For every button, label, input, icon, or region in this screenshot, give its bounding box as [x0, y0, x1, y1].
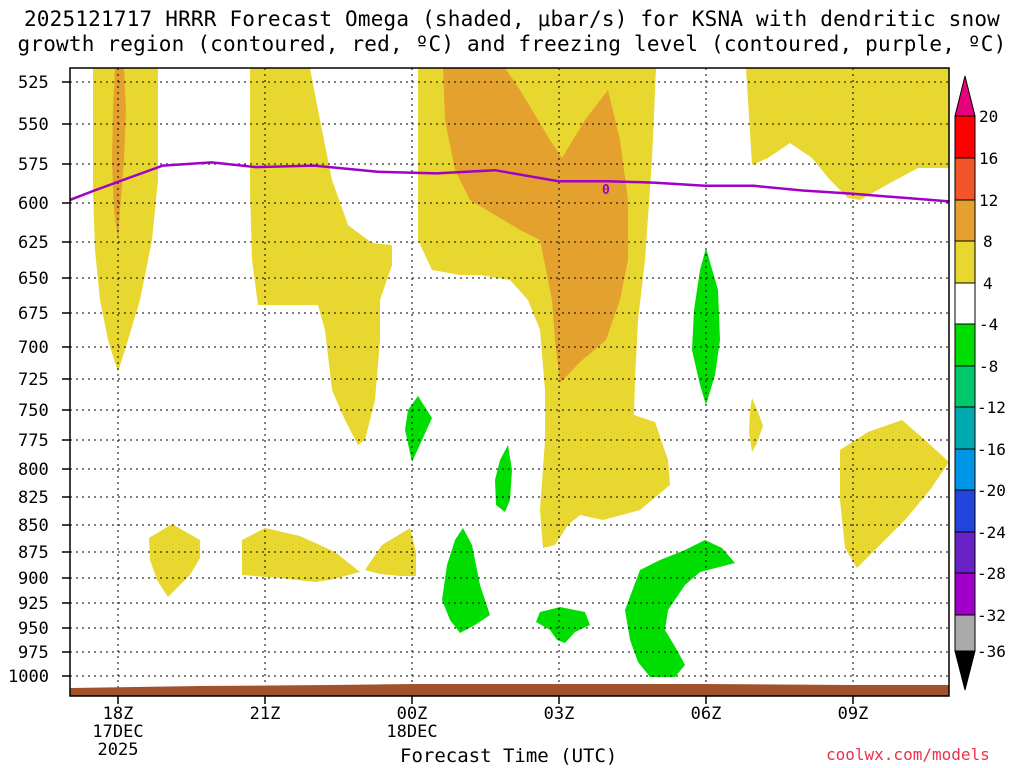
colorbar-label: -20: [977, 481, 1006, 500]
colorbar-swatch: [954, 199, 976, 242]
omega-region-green-05z-low: [625, 540, 735, 677]
y-tick-label: 750: [18, 401, 49, 421]
x-tick-label: 09Z: [838, 704, 869, 724]
y-tick-label: 600: [18, 194, 49, 214]
y-axis: 525 550 575 600 625 650 675 700 725 750 …: [8, 73, 70, 687]
y-tick-label: 700: [18, 338, 49, 358]
y-tick-label: 925: [18, 594, 49, 614]
colorbar-bottom-triangle: [954, 650, 976, 691]
y-tick-label: 1000: [8, 667, 49, 687]
credit-text[interactable]: coolwx.com/models: [826, 745, 990, 764]
plot-area: [70, 68, 949, 696]
x-tick-sublabel: 17DEC: [92, 722, 143, 742]
colorbar-label: 4: [983, 274, 993, 293]
omega-region-orange-02z: [443, 68, 628, 383]
colorbar-label: -36: [977, 642, 1006, 661]
x-axis: 18Z 17DEC 2025 21Z 00Z 18DEC 03Z 06Z 09Z: [92, 696, 868, 760]
y-tick-label: 850: [18, 516, 49, 536]
colorbar-swatch: [954, 489, 976, 533]
colorbar: 20 16 12 8 4 -4 -8 -12 -16 -20 -24 -28 -…: [954, 75, 1006, 691]
y-tick-label: 800: [18, 460, 49, 480]
y-tick-label: 900: [18, 569, 49, 589]
colorbar-label: 8: [983, 232, 993, 251]
colorbar-top-triangle: [954, 75, 976, 117]
colorbar-label: -28: [977, 564, 1006, 583]
y-tick-label: 525: [18, 73, 49, 93]
colorbar-swatch: [954, 282, 976, 325]
omega-region-yellow-21z: [250, 68, 392, 445]
ground-surface: [70, 684, 949, 696]
colorbar-label: -24: [977, 523, 1006, 542]
x-tick-label: 21Z: [250, 704, 281, 724]
colorbar-label: 16: [979, 149, 998, 168]
omega-region-green-02z: [495, 445, 512, 512]
colorbar-swatch: [954, 115, 976, 159]
omega-region-yellow-18z: [93, 68, 158, 372]
y-tick-label: 725: [18, 370, 49, 390]
colorbar-label: -4: [979, 315, 998, 334]
colorbar-label: 12: [979, 191, 998, 210]
colorbar-swatch: [954, 406, 976, 450]
y-tick-label: 825: [18, 488, 49, 508]
y-tick-label: 975: [18, 643, 49, 663]
x-tick-label: 00Z: [397, 704, 428, 724]
colorbar-swatch: [954, 323, 976, 367]
colorbar-label: 20: [979, 107, 998, 126]
y-tick-label: 550: [18, 115, 49, 135]
colorbar-label: -16: [977, 440, 1006, 459]
freezing-level-contour-label: 0: [602, 183, 610, 198]
plot-frame: [69, 67, 950, 697]
omega-region-yellow-small-05z: [749, 398, 763, 452]
colorbar-swatch: [954, 240, 976, 284]
omega-region-yellow-low-c: [365, 528, 416, 576]
y-tick-label: 775: [18, 431, 49, 451]
colorbar-label: -32: [977, 606, 1006, 625]
omega-region-green-03z-low: [536, 607, 590, 643]
x-tick-label: 06Z: [691, 704, 722, 724]
colorbar-swatch: [954, 572, 976, 616]
horizontal-gridlines: [70, 81, 949, 677]
colorbar-swatch: [954, 614, 976, 652]
chart-title-line2: growth region (contoured, red, ºC) and f…: [17, 32, 1007, 56]
colorbar-swatch: [954, 448, 976, 491]
colorbar-swatch: [954, 365, 976, 408]
omega-region-yellow-09z-low: [840, 420, 949, 568]
omega-region-orange-18z: [112, 68, 126, 240]
x-axis-title: Forecast Time (UTC): [400, 745, 618, 767]
y-tick-label: 675: [18, 304, 49, 324]
colorbar-swatch: [954, 157, 976, 201]
x-tick-sublabel: 18DEC: [386, 722, 437, 742]
colorbar-label: -8: [979, 357, 998, 376]
omega-region-yellow-09z-top: [746, 68, 949, 200]
x-tick-sublabel: 2025: [98, 740, 139, 760]
omega-region-green-00z: [405, 396, 432, 462]
y-tick-label: 650: [18, 269, 49, 289]
omega-region-yellow-low-a: [149, 524, 200, 597]
colorbar-label: -12: [977, 398, 1006, 417]
y-tick-label: 575: [18, 155, 49, 175]
x-tick-label: 18Z: [103, 704, 134, 724]
freezing-level-line: [70, 161, 949, 203]
y-tick-label: 625: [18, 233, 49, 253]
x-tick-label: 03Z: [544, 704, 575, 724]
chart-title-line1: 2025121717 HRRR Forecast Omega (shaded, …: [23, 7, 1001, 31]
y-tick-label: 875: [18, 543, 49, 563]
y-tick-label: 950: [18, 619, 49, 639]
colorbar-swatch: [954, 531, 976, 574]
omega-region-yellow-low-b: [242, 528, 360, 582]
omega-region-green-01z-low: [442, 528, 490, 633]
